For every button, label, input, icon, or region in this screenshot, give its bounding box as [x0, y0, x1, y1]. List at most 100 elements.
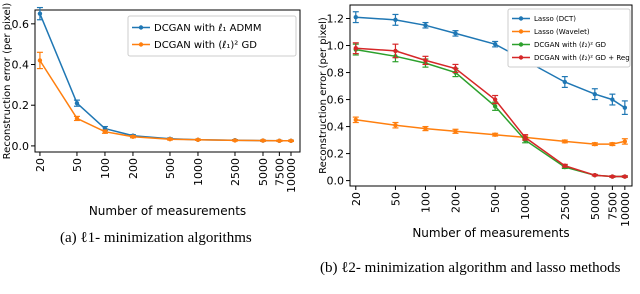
legend-label: DCGAN with (ℓ₁)² GD: [154, 40, 257, 51]
data-point: [562, 79, 568, 85]
x-tick-label: 10000: [285, 158, 298, 193]
x-tick-label: 100: [99, 158, 112, 179]
legend-label: DCGAN with ℓ₁ ADMM: [154, 23, 261, 34]
data-point: [610, 141, 615, 147]
data-point: [492, 104, 498, 109]
y-tick-label: 0.2: [327, 148, 345, 161]
data-point: [423, 58, 428, 63]
data-point: [102, 129, 108, 134]
data-point: [562, 163, 568, 168]
legend-marker: [518, 29, 524, 34]
legend-marker: [138, 42, 144, 47]
x-tick-label: 100: [419, 192, 432, 213]
x-tick-label: 7500: [606, 192, 619, 220]
x-axis-label: Number of measurements: [412, 226, 569, 240]
y-tick-label: 1.0: [327, 40, 345, 53]
data-point: [393, 17, 398, 23]
data-point: [492, 132, 498, 137]
legend-box: [507, 8, 631, 68]
data-point: [522, 135, 528, 140]
x-tick-label: 50: [71, 158, 84, 172]
data-point: [74, 100, 80, 106]
data-point: [622, 139, 628, 144]
x-tick-label: 5000: [589, 192, 602, 220]
data-point: [453, 129, 458, 134]
data-point: [492, 41, 498, 47]
data-point: [260, 138, 266, 143]
data-point: [592, 141, 598, 147]
legend-box: [127, 15, 297, 57]
data-point: [622, 105, 628, 110]
x-tick-label: 200: [127, 158, 140, 179]
data-point: [492, 97, 498, 102]
data-point: [610, 97, 615, 102]
x-tick-label: 20: [350, 192, 363, 206]
plot-frame: [349, 4, 633, 187]
x-tick-label: 200: [449, 192, 462, 213]
data-point: [453, 66, 458, 71]
x-tick-label: 10000: [619, 192, 632, 227]
x-tick-label: 500: [164, 158, 177, 179]
legend-marker: [518, 42, 524, 47]
legend-marker: [138, 25, 144, 30]
data-point: [622, 174, 628, 179]
legend-marker: [518, 55, 524, 60]
series-line: [355, 48, 625, 178]
legend-label: Lasso (DCT): [534, 15, 576, 23]
data-point: [167, 136, 173, 142]
x-tick-label: 2500: [559, 192, 572, 220]
data-point: [37, 58, 43, 63]
caption: (b) ℓ2- minimization algorithm and lasso…: [320, 260, 621, 276]
plot-frame: [34, 9, 301, 153]
data-point: [353, 14, 358, 20]
y-axis-label: Reconstruction error (per pixel): [2, 3, 13, 160]
data-point: [37, 11, 43, 16]
data-point: [195, 137, 201, 142]
y-tick-label: 0.8: [327, 67, 345, 80]
x-tick-label: 1000: [519, 192, 532, 220]
data-point: [423, 126, 428, 131]
data-point: [353, 46, 358, 51]
data-point: [393, 123, 398, 128]
legend-label: DCGAN with (ℓ₂)² GD: [534, 41, 606, 49]
data-point: [232, 138, 238, 143]
y-tick-label: 0.0: [12, 140, 30, 153]
y-tick-label: 0.6: [327, 94, 345, 107]
legend-label: DCGAN with (ℓ₂)² GD + Reg: [534, 54, 630, 62]
data-point: [277, 138, 282, 144]
x-axis-label: Number of measurements: [89, 204, 246, 218]
data-point: [562, 139, 568, 144]
legend-label: Lasso (Wavelet): [534, 28, 590, 36]
x-tick-label: 5000: [257, 158, 270, 186]
data-point: [74, 116, 80, 121]
data-point: [353, 117, 358, 123]
x-tick-label: 7500: [273, 158, 286, 186]
data-point: [393, 48, 398, 54]
data-point: [130, 134, 136, 139]
series-line: [355, 119, 625, 145]
x-tick-label: 2500: [229, 158, 242, 186]
series-line: [355, 47, 625, 178]
data-point: [423, 23, 428, 28]
data-point: [288, 138, 294, 144]
x-tick-label: 1000: [192, 158, 205, 186]
y-tick-label: 0.2: [12, 99, 30, 112]
y-tick-label: 1.2: [327, 13, 345, 26]
y-axis-label: Reconstruction error (per pixel): [318, 17, 329, 174]
data-point: [610, 174, 615, 179]
x-tick-label: 20: [34, 158, 47, 172]
x-tick-label: 500: [489, 192, 502, 213]
y-tick-label: 0.4: [12, 59, 30, 72]
data-point: [592, 91, 598, 97]
series-line: [39, 60, 291, 142]
data-point: [453, 31, 458, 36]
x-tick-label: 50: [389, 192, 402, 206]
y-tick-label: 0.6: [12, 18, 30, 31]
legend-marker: [518, 16, 524, 21]
y-tick-label: 0.4: [327, 121, 345, 134]
caption: (a) ℓ1- minimization algorithms: [60, 230, 252, 246]
y-tick-label: 0.0: [327, 175, 345, 188]
data-point: [592, 172, 598, 178]
